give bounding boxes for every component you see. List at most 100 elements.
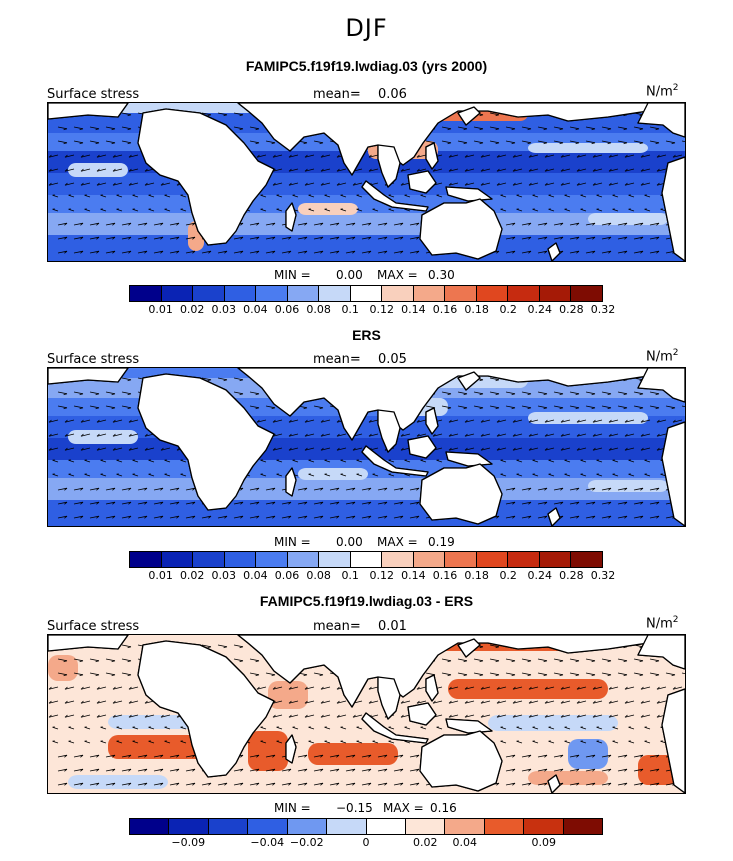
stress-vector: [400, 168, 411, 172]
stress-vector-head: [368, 433, 372, 437]
stress-vector-head: [640, 250, 644, 254]
stress-vector: [153, 222, 164, 226]
stress-vector: [169, 782, 180, 786]
stress-vector: [617, 515, 628, 519]
stress-vector-head: [624, 433, 628, 437]
stress-vector: [249, 501, 260, 505]
stress-vector-head: [336, 236, 340, 240]
stress-vector: [105, 501, 116, 505]
stress-vector-head: [464, 154, 468, 158]
stress-vector: [521, 250, 532, 254]
stress-vector-head: [559, 660, 564, 663]
stress-vector-head: [432, 433, 436, 437]
stress-vector: [644, 194, 651, 198]
stress-vector-head: [112, 768, 116, 772]
stress-vector: [404, 726, 411, 730]
panel-1-min-label: MIN =: [274, 268, 311, 282]
stress-vector-head: [480, 168, 484, 172]
stress-vector-head: [640, 487, 644, 491]
stress-vector: [608, 419, 619, 423]
stress-vector-head: [352, 236, 356, 240]
stress-vector: [153, 487, 164, 491]
stress-vector-head: [671, 142, 676, 145]
stress-vector-head: [576, 419, 580, 423]
stress-vector: [512, 433, 523, 437]
colorbar-swatch: [539, 552, 572, 567]
stress-vector-head: [320, 419, 324, 423]
stress-vector-head: [656, 714, 660, 718]
stress-vector-head: [96, 515, 100, 519]
stress-vector: [640, 419, 651, 423]
stress-vector: [537, 140, 548, 144]
stress-vector-head: [144, 250, 148, 254]
stress-vector-head: [495, 674, 500, 677]
stress-vector: [260, 740, 267, 744]
stress-vector: [169, 768, 180, 772]
stress-vector: [601, 501, 612, 505]
stress-vector-head: [272, 154, 276, 158]
stress-vector: [404, 740, 411, 744]
stress-vector-head: [480, 714, 484, 718]
stress-vector-head: [128, 686, 132, 690]
stress-vector: [544, 154, 555, 158]
stress-vector: [537, 515, 548, 519]
stress-vector-head: [112, 222, 116, 226]
stress-vector-head: [368, 686, 372, 690]
stress-vector: [84, 740, 91, 744]
stress-vector: [89, 487, 100, 491]
stress-vector-head: [656, 754, 660, 758]
stress-vector-head: [271, 407, 276, 410]
stress-vector-head: [479, 142, 484, 145]
stress-vector: [73, 658, 84, 662]
colorbar-swatch: [413, 286, 446, 301]
stress-vector-head: [160, 236, 164, 240]
stress-vector-head: [80, 433, 84, 437]
stress-vector: [313, 222, 324, 226]
stress-vector: [233, 658, 244, 662]
stress-vector-head: [512, 501, 516, 505]
stress-vector: [57, 222, 68, 226]
stress-vector-head: [95, 142, 100, 145]
stress-vector: [297, 515, 308, 519]
stress-vector-head: [96, 168, 100, 172]
stress-vector-head: [448, 182, 452, 186]
stress-vector: [537, 391, 548, 395]
stress-vector-head: [95, 660, 100, 663]
stress-vector-head: [304, 236, 308, 240]
stress-vector-head: [304, 782, 308, 786]
stress-vector: [112, 168, 123, 172]
stress-vector: [633, 487, 644, 491]
stress-vector: [201, 644, 212, 648]
stress-vector-head: [511, 142, 516, 145]
stress-vector: [265, 515, 276, 519]
stress-vector-head: [63, 660, 68, 663]
stress-vector-head: [288, 154, 292, 158]
stress-vector: [608, 447, 619, 451]
stress-vector-head: [80, 754, 84, 758]
stress-vector: [52, 194, 59, 198]
stress-vector-head: [64, 168, 68, 172]
land-mask: [419, 198, 503, 260]
stress-vector-head: [624, 768, 628, 772]
stress-vector-head: [224, 782, 228, 786]
stress-vector: [68, 473, 75, 477]
stress-vector: [233, 250, 244, 254]
colorbar-swatch: [256, 552, 288, 567]
stress-vector: [521, 501, 532, 505]
stress-vector-head: [480, 433, 484, 437]
stress-vector-head: [352, 222, 356, 226]
stress-vector-head: [352, 182, 356, 186]
stress-vector-head: [320, 487, 324, 491]
stress-vector: [377, 487, 388, 491]
stress-vector: [624, 182, 635, 186]
stress-vector: [336, 433, 347, 437]
stress-vector: [256, 419, 267, 423]
stress-vector-head: [255, 142, 260, 145]
stress-vector-head: [128, 419, 132, 423]
stress-vector-head: [368, 154, 372, 158]
stress-vector: [505, 126, 516, 130]
stress-vector-head: [560, 515, 564, 519]
stress-vector-head: [480, 700, 484, 704]
stress-vector: [48, 700, 59, 704]
stress-vector: [569, 405, 580, 409]
